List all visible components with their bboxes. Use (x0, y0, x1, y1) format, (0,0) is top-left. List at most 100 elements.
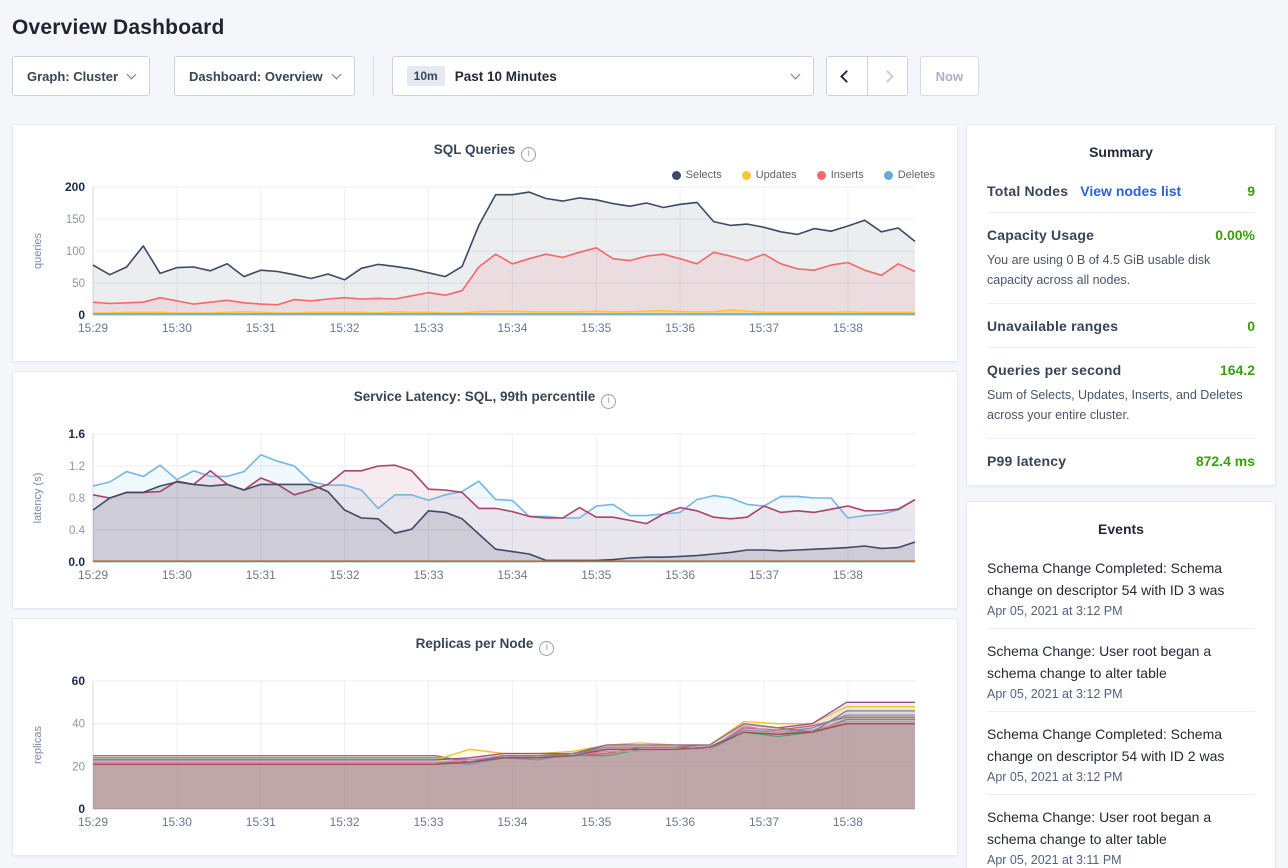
dashboard-selector-button[interactable]: Dashboard: Overview (174, 56, 355, 96)
svg-text:15:32: 15:32 (330, 321, 360, 335)
chevron-left-icon (840, 69, 854, 83)
legend-dot-icon (883, 170, 893, 180)
chart-title: Replicas per Node (415, 636, 534, 651)
service-latency-chart[interactable]: 15:29 15:30 15:31 15:32 15:33 15:34 15:35 15:36… (29, 420, 941, 597)
svg-text:15:31: 15:31 (246, 815, 276, 829)
chevron-right-icon (880, 69, 894, 83)
service-latency-panel: Service Latency: SQL, 99th percentile i 1… (12, 371, 958, 609)
svg-text:15:37: 15:37 (749, 815, 779, 829)
queries-per-second-description: Sum of Selects, Updates, Inserts, and De… (987, 388, 1243, 422)
svg-text:15:29: 15:29 (78, 568, 108, 582)
legend-dot-icon (816, 170, 826, 180)
legend-item[interactable]: Selects (671, 169, 722, 181)
event-item: Schema Change Completed: Schema change o… (987, 546, 1255, 629)
events-panel: Events Schema Change Completed: Schema c… (966, 501, 1276, 868)
svg-text:0.0: 0.0 (68, 555, 85, 569)
svg-text:15:35: 15:35 (581, 815, 611, 829)
summary-row-capacity: Capacity Usage 0.00% You are using 0 B o… (987, 213, 1255, 304)
capacity-usage-description: You are using 0 B of 4.5 GiB usable disk… (987, 253, 1211, 287)
info-icon[interactable]: i (521, 146, 537, 162)
event-item: Schema Change: User root began a schema … (987, 629, 1255, 712)
events-title: Events (1098, 521, 1144, 537)
page-title: Overview Dashboard (12, 16, 225, 39)
summary-panel: Summary Total Nodes View nodes list 9 Ca… (966, 124, 1276, 486)
total-nodes-label: Total Nodes (987, 183, 1069, 199)
summary-title: Summary (1089, 144, 1153, 160)
replicas-per-node-chart[interactable]: 15:29 15:30 15:31 15:32 15:33 15:34 15:35 15:36… (29, 667, 941, 844)
queries-per-second-label: Queries per second (987, 362, 1122, 378)
graph-selector-button[interactable]: Graph: Cluster (12, 56, 151, 96)
svg-text:15:30: 15:30 (162, 321, 192, 335)
summary-row-p99-latency: P99 latency 872.4 ms (987, 439, 1255, 482)
svg-text:0: 0 (78, 802, 85, 816)
summary-row-qps: Queries per second 164.2 Sum of Selects,… (987, 348, 1255, 439)
capacity-usage-label: Capacity Usage (987, 227, 1095, 243)
svg-text:15:37: 15:37 (749, 321, 779, 335)
svg-text:60: 60 (72, 674, 86, 688)
time-pager (825, 56, 908, 96)
event-item: Schema Change Completed: Schema change o… (987, 712, 1255, 795)
svg-text:15:29: 15:29 (78, 815, 108, 829)
unavailable-ranges-value: 0 (1247, 318, 1255, 334)
svg-text:15:37: 15:37 (749, 568, 779, 582)
legend-dot-icon (671, 170, 681, 180)
info-icon[interactable]: i (601, 393, 617, 409)
svg-text:15:34: 15:34 (497, 568, 527, 582)
sql-queries-chart[interactable]: 15:29 15:30 15:31 15:32 15:33 15:34 15:35 15:36… (29, 173, 941, 350)
svg-text:latency (s): latency (s) (32, 473, 44, 524)
chart-svg: 15:29 15:30 15:31 15:32 15:33 15:34 15:35 15:36… (32, 180, 916, 335)
svg-text:1.6: 1.6 (68, 427, 85, 441)
chart-header: Replicas per Node i (29, 635, 941, 656)
chevron-down-icon (126, 69, 137, 79)
p99-latency-label: P99 latency (987, 453, 1067, 469)
svg-text:15:36: 15:36 (665, 321, 695, 335)
event-time: Apr 05, 2021 at 3:12 PM (987, 604, 1123, 618)
svg-text:15:29: 15:29 (78, 321, 108, 335)
charts-column: SQL Queries i Selects Updates Inserts Delete… (12, 124, 958, 868)
dashboard-selector-label: Dashboard: Overview (189, 68, 323, 84)
svg-text:15:38: 15:38 (833, 321, 863, 335)
prev-time-button[interactable] (826, 57, 867, 95)
svg-text:queries: queries (32, 232, 44, 269)
time-range-badge: 10m (406, 66, 445, 86)
svg-text:15:33: 15:33 (413, 815, 443, 829)
chart-svg: 15:29 15:30 15:31 15:32 15:33 15:34 15:35 15:36… (32, 674, 915, 829)
info-icon[interactable]: i (539, 640, 555, 656)
legend-item[interactable]: Updates (741, 169, 797, 181)
svg-text:20: 20 (72, 761, 85, 773)
chart-header: SQL Queries i (29, 141, 941, 162)
summary-row-total-nodes: Total Nodes View nodes list 9 (987, 169, 1255, 213)
svg-text:15:38: 15:38 (833, 815, 863, 829)
time-range-selector[interactable]: 10m Past 10 Minutes (391, 56, 814, 96)
now-button[interactable]: Now (919, 56, 980, 96)
svg-text:replicas: replicas (32, 726, 44, 764)
chart-title: Service Latency: SQL, 99th percentile (353, 389, 596, 404)
svg-text:150: 150 (66, 214, 85, 226)
svg-text:15:33: 15:33 (413, 321, 443, 335)
svg-text:15:30: 15:30 (162, 568, 192, 582)
svg-text:15:31: 15:31 (246, 321, 276, 335)
event-text: Schema Change Completed: Schema change o… (987, 560, 1225, 598)
legend-item[interactable]: Deletes (883, 169, 935, 181)
controls-row: Graph: Cluster Dashboard: Overview 10m P… (12, 56, 1276, 96)
chevron-down-icon (790, 69, 801, 79)
svg-text:15:38: 15:38 (833, 568, 863, 582)
svg-text:50: 50 (72, 278, 85, 290)
next-time-button[interactable] (866, 57, 907, 95)
svg-text:1.2: 1.2 (69, 461, 85, 473)
svg-text:15:33: 15:33 (413, 568, 443, 582)
view-nodes-link[interactable]: View nodes list (1080, 183, 1182, 199)
unavailable-ranges-label: Unavailable ranges (987, 318, 1119, 334)
toolbar-divider (372, 56, 374, 96)
chart-header: Service Latency: SQL, 99th percentile i (29, 388, 941, 409)
event-time: Apr 05, 2021 at 3:11 PM (987, 853, 1122, 867)
time-range-label: Past 10 Minutes (454, 68, 557, 84)
event-time: Apr 05, 2021 at 3:12 PM (987, 687, 1123, 701)
sidebar-column: Summary Total Nodes View nodes list 9 Ca… (966, 124, 1276, 868)
svg-text:15:32: 15:32 (330, 815, 360, 829)
sql-queries-panel: SQL Queries i Selects Updates Inserts Delete… (12, 124, 958, 362)
svg-text:15:35: 15:35 (581, 321, 611, 335)
chart-legend: Selects Updates Inserts Deletes (671, 169, 935, 181)
svg-text:15:36: 15:36 (665, 815, 695, 829)
legend-item[interactable]: Inserts (816, 169, 864, 181)
